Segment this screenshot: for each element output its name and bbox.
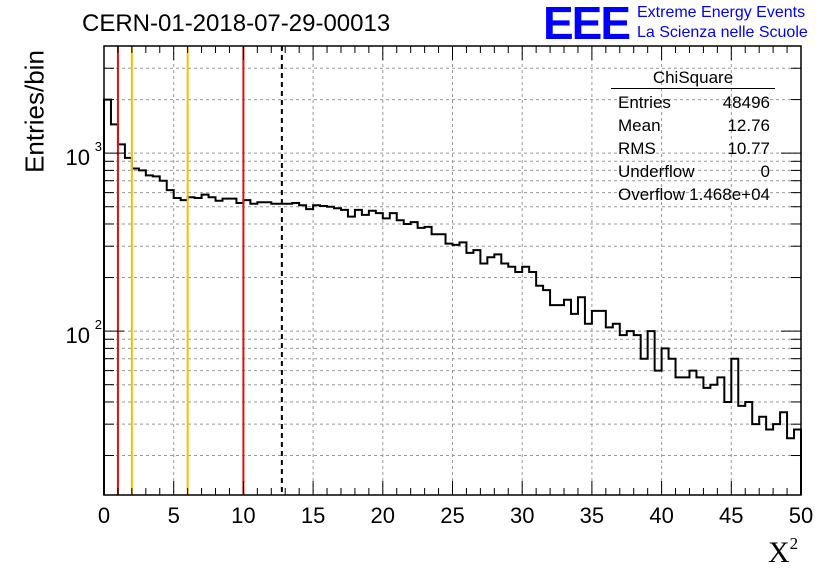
x-tick-label: 10 [231, 503, 255, 528]
stat-label: RMS [618, 139, 656, 158]
stat-overflow: Overflow 1.468e+04 [618, 185, 770, 207]
y-tick-label: 10 [66, 323, 90, 348]
y-tick-exponent: 3 [95, 139, 102, 154]
x-tick-label: 30 [510, 503, 534, 528]
stat-mean: Mean 12.76 [618, 116, 770, 138]
stat-label: Entries [618, 93, 671, 112]
stat-label: Overflow [618, 185, 686, 204]
stat-value: 10.77 [727, 139, 770, 158]
stat-value: 0 [760, 162, 770, 181]
stat-label: Underflow [618, 162, 695, 181]
x-tick-label: 25 [440, 503, 464, 528]
stats-title: ChiSquare [652, 68, 734, 87]
x-tick-label: 40 [649, 503, 673, 528]
histogram-outline [103, 98, 802, 495]
stat-label: Mean [618, 116, 661, 135]
x-tick-label: 35 [580, 503, 604, 528]
logo-subtitle-1: Extreme Energy Events [637, 4, 806, 21]
stats-divider [611, 88, 775, 89]
stats-box: ChiSquare Entries 48496 Mean 12.76 RMS 1… [611, 66, 775, 205]
stat-value: 48496 [722, 93, 770, 112]
y-tick-exponent: 2 [95, 317, 102, 332]
x-tick-label: 15 [301, 503, 325, 528]
x-axis-label: X2 [768, 534, 799, 569]
x-tick-label: 50 [789, 503, 813, 528]
stat-rms: RMS 10.77 [618, 139, 770, 161]
chart-title: CERN-01-2018-07-29-00013 [82, 10, 391, 37]
stat-value: 1.468e+04 [689, 185, 770, 204]
stat-entries: Entries 48496 [618, 93, 770, 115]
x-tick-label: 5 [168, 503, 180, 528]
x-tick-label: 0 [98, 503, 110, 528]
y-axis-label: Entries/bin [19, 50, 50, 173]
y-tick-label: 10 [66, 145, 90, 170]
stat-underflow: Underflow 0 [618, 162, 770, 184]
x-tick-label: 20 [371, 503, 395, 528]
x-tick-label: 45 [719, 503, 743, 528]
logo-subtitle-2: La Scienza nelle Scuole [637, 24, 808, 41]
eee-logo: EEE [543, 0, 631, 49]
stat-value: 12.76 [727, 116, 770, 135]
